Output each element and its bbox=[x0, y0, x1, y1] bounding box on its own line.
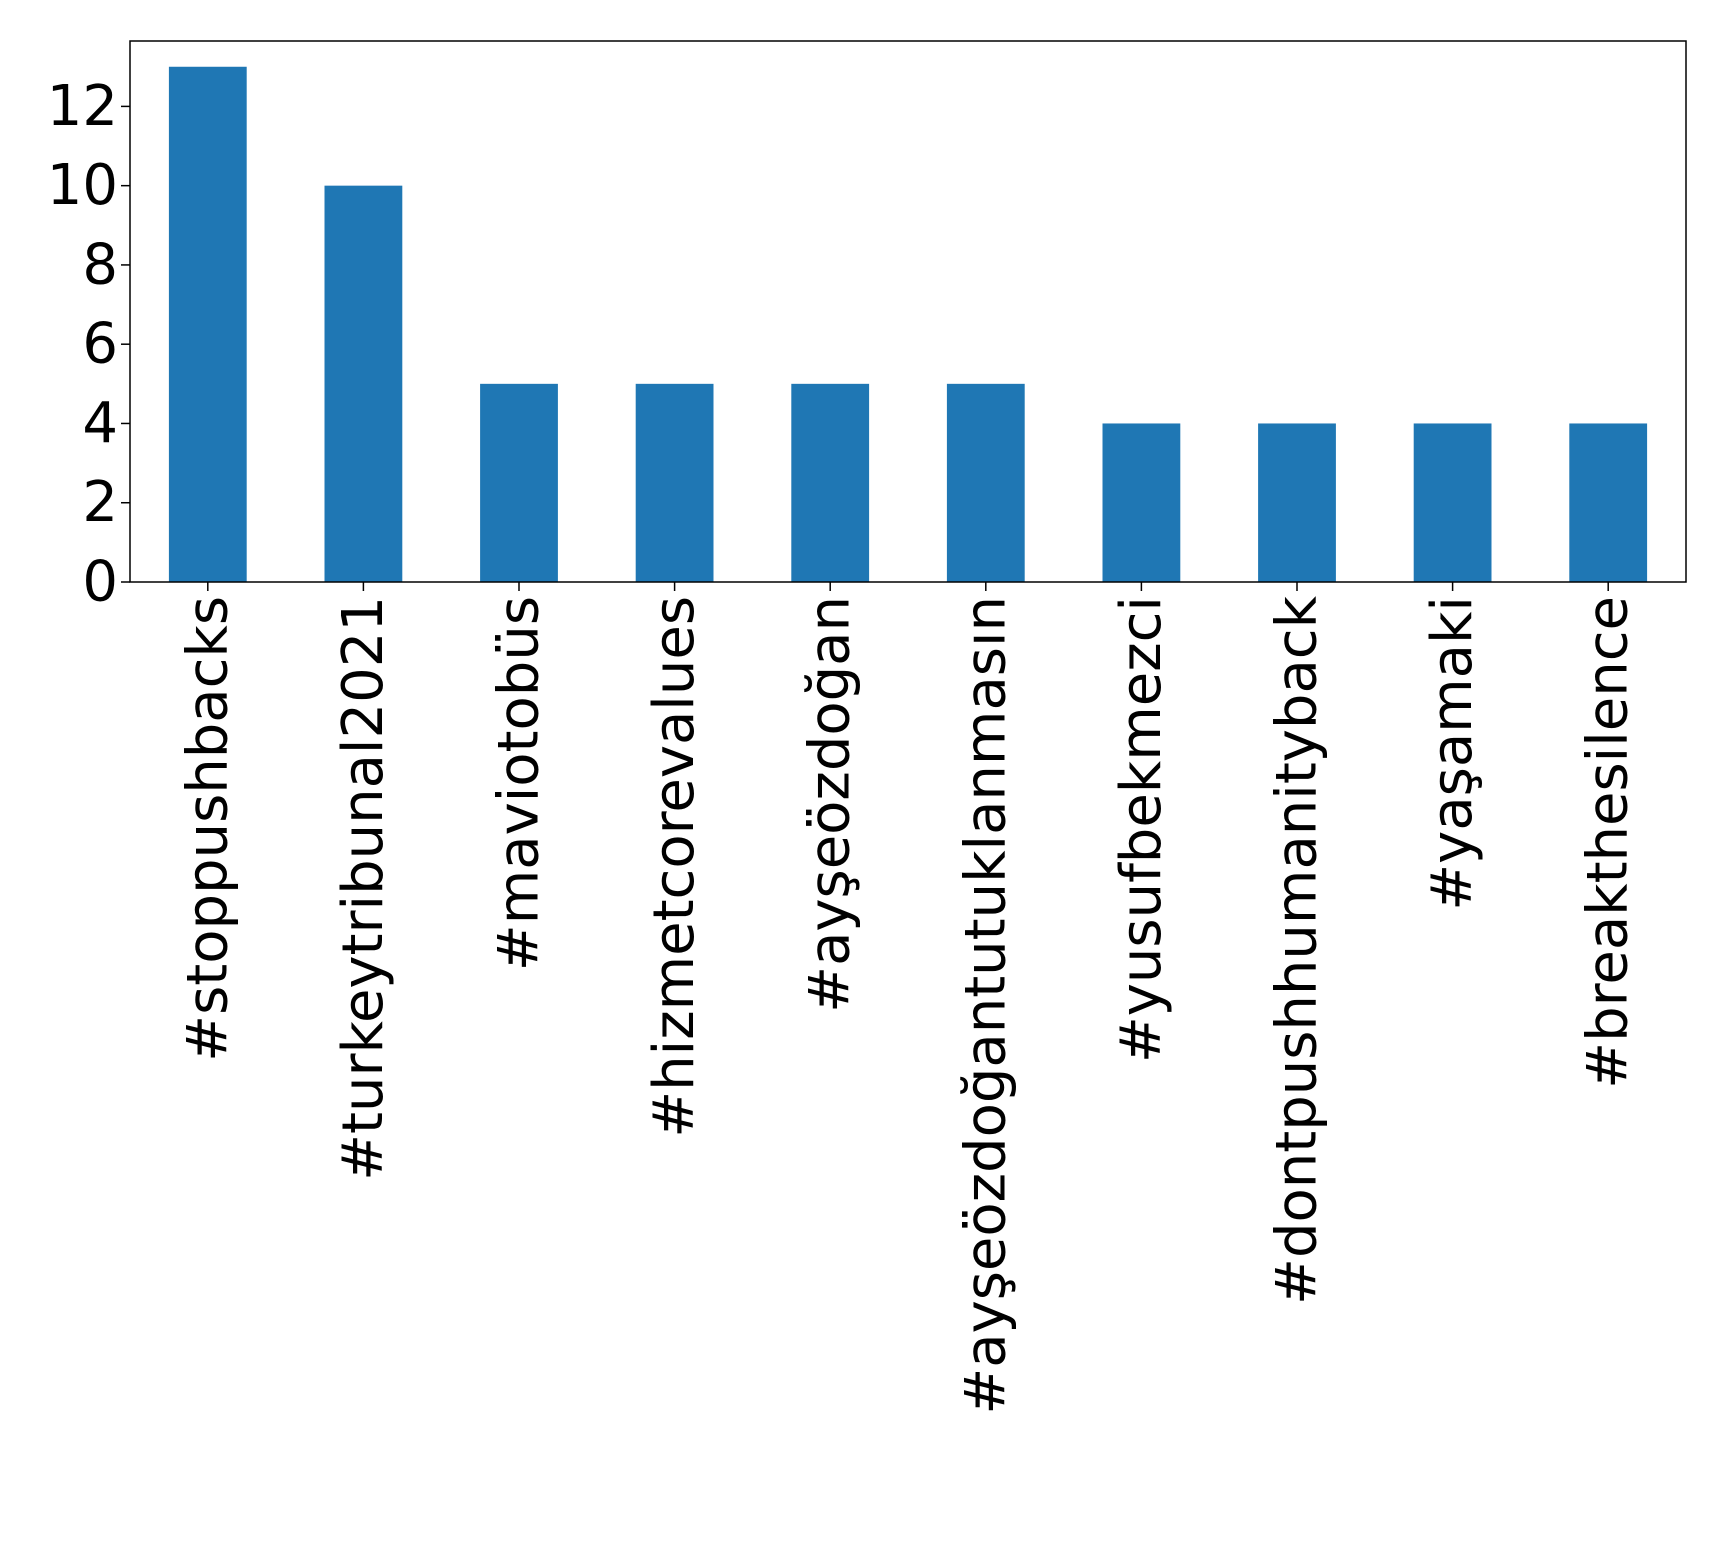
y-tick-label-6: 12 bbox=[47, 74, 118, 139]
x-tick-label-3: #hizmetcorevalues bbox=[642, 596, 707, 1138]
x-tick-label-0: #stoppushbacks bbox=[175, 596, 240, 1062]
bar-9 bbox=[1569, 423, 1648, 582]
x-tick-label-4: #ayşeözdoğan bbox=[798, 596, 863, 1013]
y-tick-label-1: 2 bbox=[82, 470, 118, 535]
x-tick-label-6: #yusufbekmezci bbox=[1109, 596, 1174, 1063]
x-tick-label-2: #maviotobüs bbox=[487, 596, 552, 971]
x-tick-label-1: #turkeytribunal2021 bbox=[331, 596, 396, 1181]
bar-0 bbox=[168, 66, 247, 582]
x-tick-label-5: #ayşeözdoğantutuklanmasın bbox=[953, 596, 1018, 1415]
bar-8 bbox=[1413, 423, 1492, 582]
bar-7 bbox=[1258, 423, 1336, 582]
plot-frame bbox=[129, 40, 1687, 583]
x-tick-label-8: #yaşamaki bbox=[1420, 596, 1485, 911]
y-tick-label-5: 10 bbox=[47, 153, 118, 218]
bar-6 bbox=[1102, 423, 1181, 582]
x-tick-label-7: #dontpushhumanityback bbox=[1265, 595, 1330, 1305]
x-axis: #stoppushbacks #turkeytribunal2021 #maviot… bbox=[175, 582, 1641, 1415]
bars-group bbox=[168, 66, 1648, 582]
bar-5 bbox=[946, 383, 1025, 582]
bar-4 bbox=[791, 383, 870, 582]
y-tick-label-4: 8 bbox=[82, 232, 118, 297]
x-tick-label-9: #breakthesilence bbox=[1576, 596, 1641, 1089]
y-tick-label-3: 6 bbox=[82, 312, 118, 377]
y-axis: 0 2 4 6 8 10 12 bbox=[47, 74, 130, 615]
bar-1 bbox=[324, 185, 403, 582]
y-tick-label-0: 0 bbox=[82, 550, 118, 615]
bar-2 bbox=[480, 383, 558, 582]
bar-3 bbox=[635, 383, 714, 582]
y-tick-label-2: 4 bbox=[82, 391, 118, 456]
